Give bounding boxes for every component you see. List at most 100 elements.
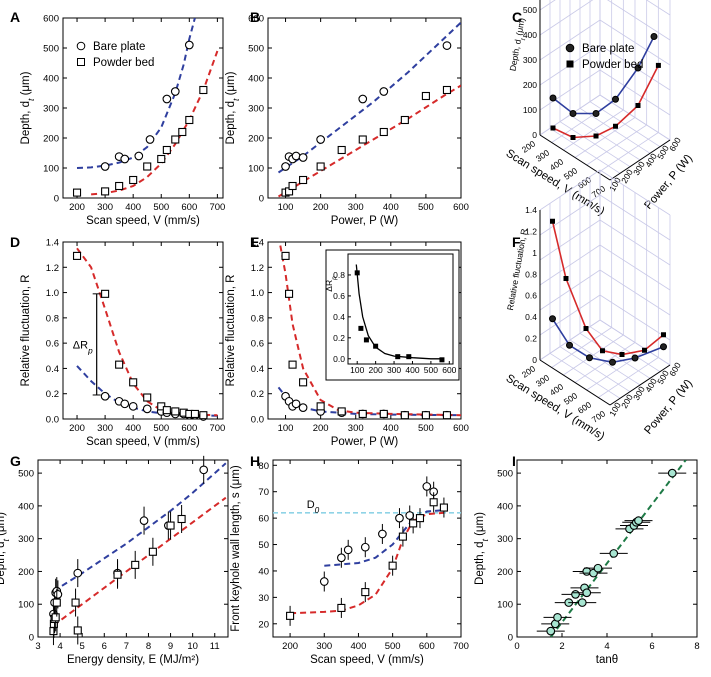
x-tick-label: 4	[604, 641, 609, 652]
x-tick-label: 3	[35, 641, 40, 652]
axis-y	[609, 139, 671, 181]
fit-line-bare-plate	[277, 386, 461, 417]
y-tick-label: 600	[667, 135, 683, 153]
y-tick-label: 30	[258, 593, 269, 604]
data-point	[378, 529, 387, 539]
inset-x-tick-label: 500	[424, 365, 438, 375]
data-point	[162, 406, 171, 415]
x-tick-label: 500	[562, 165, 580, 181]
data-point	[184, 40, 194, 50]
y-tick-label: 0	[508, 633, 513, 644]
y-tick-label: 0.0	[251, 415, 264, 426]
grid-line	[599, 244, 671, 291]
y-axis-label: Relative fluctuation, R	[225, 275, 237, 387]
x-tick-label: 300	[97, 202, 113, 213]
y-tick-label: 0.0	[46, 415, 59, 426]
panel-H: 200 300 400 500 600 700 20 30 40 50 60 70 80 Scan spe…	[230, 459, 469, 666]
legend-marker-powder	[566, 60, 574, 68]
inset-x-tick-label: 400	[405, 365, 419, 375]
y-tick-label: 1.2	[251, 263, 264, 274]
grid-line	[607, 0, 671, 41]
grid-line	[599, 69, 671, 116]
y-axis-label: Depth, dt (μm)	[0, 512, 11, 585]
legend-marker-bare	[76, 41, 86, 51]
data-point	[73, 626, 82, 635]
grid-line	[599, 269, 671, 316]
grid-line	[539, 219, 601, 261]
y-tick-label: 0	[259, 194, 264, 205]
x-tick-label: 200	[520, 138, 538, 154]
inset-fit-line	[355, 264, 442, 360]
inset-data-point	[406, 354, 412, 360]
inset-x-tick-label: 200	[369, 365, 383, 375]
fit-line-bare-plate	[324, 509, 444, 567]
data-point	[185, 115, 194, 125]
x-tick-label: 400	[125, 423, 141, 434]
x-tick-label: 600	[576, 399, 594, 415]
x-tick-label: 400	[383, 423, 399, 434]
annotation-label: ΔRp	[73, 339, 93, 355]
data-point	[288, 181, 297, 191]
data-point	[285, 289, 294, 298]
y-tick-label: 200	[18, 567, 34, 578]
panel-letter-H: H	[250, 453, 260, 469]
y-tick-label: 500	[43, 44, 59, 55]
data-point	[113, 570, 122, 579]
data-point	[298, 153, 308, 162]
data-point	[442, 411, 452, 420]
data-point	[563, 276, 569, 281]
plot-frame	[267, 241, 462, 420]
z-tick-label: 100	[523, 105, 537, 115]
y-tick-label: 200	[497, 567, 513, 578]
data-point	[553, 612, 562, 622]
grid-line	[599, 219, 671, 266]
data-point	[400, 411, 409, 420]
legend-marker-bare	[565, 43, 575, 53]
grid-line	[645, 0, 671, 16]
y-tick-label: 0.6	[46, 339, 59, 350]
grid-line	[539, 194, 601, 236]
y-tick-label: 0.4	[251, 364, 264, 375]
panel-letter-C: C	[512, 9, 522, 25]
grid-line	[539, 0, 556, 11]
data-point	[291, 399, 301, 409]
data-point	[429, 498, 438, 507]
data-point	[166, 521, 175, 530]
z-tick-label: 1.2	[525, 226, 537, 236]
data-point	[72, 251, 82, 260]
data-point	[316, 162, 325, 171]
data-point	[613, 123, 618, 129]
inset-data-point	[358, 325, 364, 331]
data-point	[145, 135, 155, 144]
grid-line	[539, 244, 601, 286]
fit-line-bare-plate	[76, 18, 196, 169]
y-tick-label: 500	[248, 44, 264, 55]
data-point	[360, 542, 370, 552]
x-tick-label: 8	[146, 641, 151, 652]
data-point	[100, 391, 110, 401]
x-tick-label: 500	[153, 423, 169, 434]
x-tick-label: 6	[649, 641, 654, 652]
y-tick-label: 100	[43, 164, 59, 175]
data-point	[120, 154, 130, 164]
data-point	[592, 110, 600, 117]
y-tick-label: 500	[18, 469, 34, 480]
y-tick-label: 400	[248, 74, 264, 85]
data-point	[571, 590, 580, 599]
y-tick-label: 600	[667, 360, 683, 378]
data-point	[358, 135, 367, 144]
y-axis-label: Relative fluctuation, R	[20, 275, 32, 387]
x-tick-label: 500	[385, 641, 401, 652]
inset-data-point	[354, 270, 360, 276]
inset-data-point	[363, 337, 369, 343]
y-tick-label: 200	[43, 134, 59, 145]
data-point	[398, 532, 407, 541]
inset-frame	[347, 253, 454, 365]
z-tick-label: 0.2	[525, 334, 537, 344]
panel-letter-A: A	[10, 9, 20, 25]
y-tick-label: 80	[258, 461, 269, 472]
inset-y-tick-label: 0.4	[333, 312, 345, 322]
x-tick-label: 9	[168, 641, 173, 652]
